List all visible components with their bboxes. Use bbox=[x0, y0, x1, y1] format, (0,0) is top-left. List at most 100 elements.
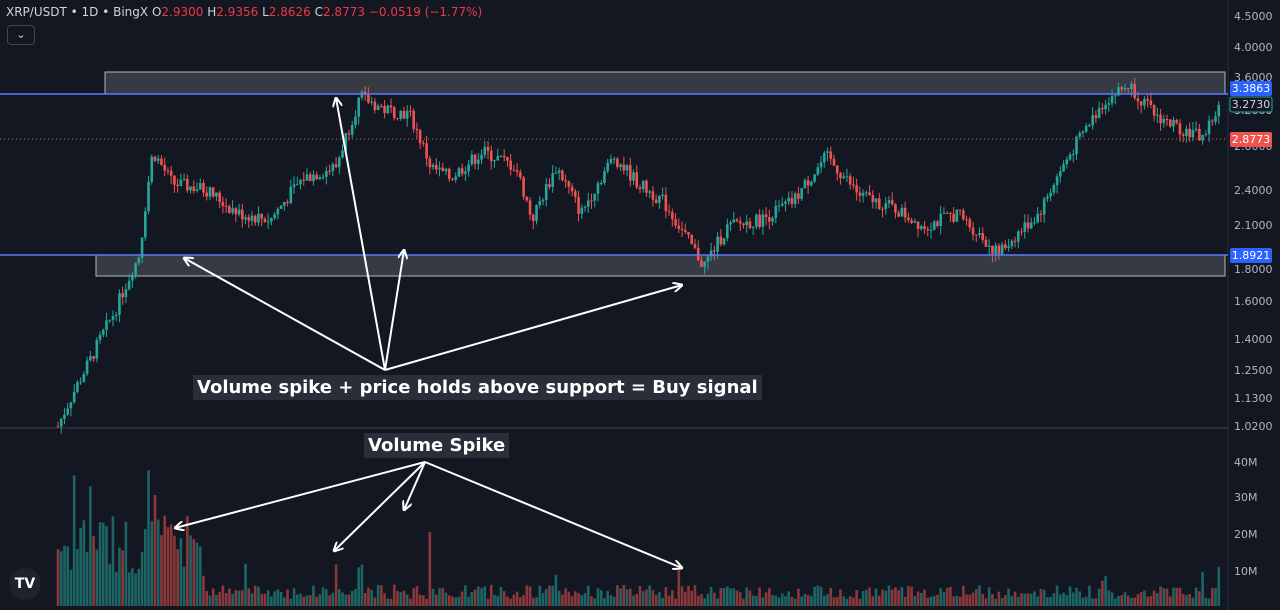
candle-body bbox=[548, 184, 551, 188]
candle-body bbox=[1146, 98, 1149, 101]
candle-body bbox=[638, 187, 642, 189]
candle-body bbox=[457, 168, 461, 177]
volume-bar bbox=[215, 594, 218, 606]
volume-tick-label: 20M bbox=[1234, 528, 1258, 541]
volume-bar bbox=[1165, 588, 1169, 606]
volume-bar bbox=[525, 585, 529, 606]
buy-signal-note[interactable]: Volume spike + price holds above support… bbox=[193, 375, 762, 400]
volume-bar bbox=[357, 567, 360, 606]
volume-bar bbox=[1126, 595, 1130, 606]
candle-body bbox=[176, 184, 179, 187]
candle-body bbox=[1091, 115, 1094, 126]
candle-body bbox=[936, 221, 939, 227]
candle-body bbox=[1075, 136, 1078, 155]
volume-bar bbox=[1194, 587, 1198, 606]
volume-bar bbox=[1201, 571, 1204, 606]
volume-bar bbox=[564, 588, 567, 606]
candle-body bbox=[881, 209, 884, 211]
candle-body bbox=[771, 218, 774, 222]
candle-body bbox=[266, 221, 270, 223]
volume-spike-note[interactable]: Volume Spike bbox=[364, 433, 510, 458]
candle-body bbox=[687, 231, 690, 235]
volume-bar bbox=[648, 585, 651, 606]
candle-body bbox=[98, 334, 102, 340]
candle-body bbox=[105, 320, 108, 330]
volume-tick-label: 40M bbox=[1234, 456, 1258, 469]
tradingview-logo[interactable]: TV bbox=[9, 568, 41, 600]
candle-body bbox=[134, 262, 137, 277]
candle-body bbox=[218, 192, 221, 202]
candle-body bbox=[826, 151, 829, 153]
volume-bar bbox=[544, 589, 548, 606]
volume-bar bbox=[260, 593, 263, 606]
candle-body bbox=[344, 133, 348, 151]
candle-body bbox=[722, 238, 726, 245]
price-tick-label: 1.2500 bbox=[1234, 364, 1273, 377]
candle-body bbox=[415, 128, 419, 131]
volume-bar bbox=[451, 596, 454, 606]
candle-body bbox=[738, 221, 742, 224]
candle-body bbox=[1088, 125, 1091, 127]
volume-bar bbox=[124, 521, 128, 606]
candle-body bbox=[522, 177, 525, 197]
volume-bar bbox=[554, 574, 558, 606]
symbol-title[interactable]: XRP/USDT • 1D • BingX bbox=[6, 5, 149, 19]
candle-body bbox=[1033, 222, 1036, 224]
volume-bar bbox=[962, 585, 965, 606]
volume-bar bbox=[848, 596, 852, 606]
candle-body bbox=[525, 196, 529, 201]
volume-bar bbox=[800, 596, 803, 606]
candle-body bbox=[118, 293, 121, 315]
candle-body bbox=[564, 180, 567, 182]
volume-bar bbox=[797, 588, 800, 606]
candle-body bbox=[664, 194, 668, 212]
volume-bar bbox=[460, 591, 464, 606]
volume-bar bbox=[234, 590, 238, 606]
candle-body bbox=[667, 211, 671, 213]
volume-bar bbox=[845, 598, 849, 606]
price-axis[interactable]: 4.50004.00003.60003.20002.80002.40002.10… bbox=[1234, 10, 1273, 433]
collapse-button[interactable]: ⌄ bbox=[7, 25, 35, 45]
volume-bar bbox=[208, 595, 212, 606]
volume-bar bbox=[477, 586, 480, 606]
volume-bar bbox=[1181, 593, 1185, 606]
candle-body bbox=[748, 221, 752, 229]
volume-bar bbox=[629, 588, 632, 606]
volume-bar bbox=[645, 589, 648, 606]
volume-bar bbox=[590, 596, 593, 606]
volume-bar bbox=[619, 588, 622, 606]
volume-bar bbox=[719, 588, 723, 606]
candle-body bbox=[92, 356, 95, 359]
volume-bar bbox=[237, 590, 241, 606]
volume-bar bbox=[1026, 593, 1030, 606]
volume-bar bbox=[939, 588, 942, 606]
volume-axis[interactable]: 40M 30M 20M 10M bbox=[1234, 456, 1258, 578]
volume-bar bbox=[696, 595, 700, 606]
volume-bar bbox=[842, 596, 845, 606]
candle-body bbox=[253, 215, 257, 223]
volume-bar bbox=[341, 592, 344, 606]
volume-bar bbox=[211, 588, 215, 606]
volume-bar bbox=[1097, 588, 1101, 606]
volume-bar bbox=[92, 536, 95, 606]
volume-bar bbox=[1049, 597, 1052, 606]
candle-body bbox=[616, 158, 619, 168]
volume-bar bbox=[923, 589, 926, 606]
candle-body bbox=[661, 194, 664, 196]
low-value: 2.8626 bbox=[268, 5, 311, 19]
candle-body bbox=[519, 172, 522, 178]
candle-body bbox=[241, 209, 244, 220]
candle-body bbox=[538, 201, 542, 206]
volume-bar bbox=[894, 587, 897, 606]
candle-body bbox=[354, 116, 357, 126]
volume-bar bbox=[425, 598, 428, 606]
volume-bar bbox=[1207, 598, 1211, 606]
volume-bar bbox=[780, 593, 784, 606]
volume-bar bbox=[949, 586, 952, 606]
volume-bar bbox=[955, 595, 959, 606]
candle-body bbox=[962, 210, 965, 220]
volume-bar bbox=[1017, 597, 1020, 606]
candle-body bbox=[467, 164, 470, 172]
